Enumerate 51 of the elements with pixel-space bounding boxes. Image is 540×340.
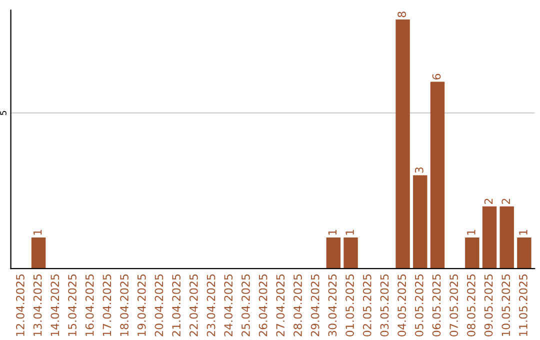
x-tick-label: 10.05.2025 xyxy=(502,274,510,336)
x-tick-label: 21.04.2025 xyxy=(172,274,181,336)
data-label: 1 xyxy=(34,230,42,235)
x-tick-label: 17.04.2025 xyxy=(102,274,112,336)
x-tick-label: 04.05.2025 xyxy=(398,274,406,336)
x-tick-label: 09.05.2025 xyxy=(484,274,493,336)
x-tick-label: 26.04.2025 xyxy=(258,274,268,336)
x-tick-label: 25.04.2025 xyxy=(242,274,250,336)
bar xyxy=(465,237,480,269)
x-tick-label: 24.04.2025 xyxy=(224,274,233,336)
bar xyxy=(413,175,428,269)
bar xyxy=(344,237,358,269)
x-tick-label: 20.04.2025 xyxy=(154,274,164,336)
bar xyxy=(482,206,497,269)
x-tick-label: 11.05.2025 xyxy=(519,274,528,336)
x-tick-label: 12.04.2025 xyxy=(16,274,24,336)
x-tick-label: 19.04.2025 xyxy=(137,274,146,336)
x-tick-label: 18.04.2025 xyxy=(120,274,128,336)
x-tick-label: 15.04.2025 xyxy=(68,274,76,336)
data-label: 2 xyxy=(502,198,510,204)
data-label: 1 xyxy=(519,230,528,235)
x-tick-label: 14.04.2025 xyxy=(50,274,60,336)
data-label: 1 xyxy=(467,230,476,235)
x-tick-label: 16.04.2025 xyxy=(85,274,94,336)
x-tick-label: 30.04.2025 xyxy=(328,274,337,336)
x-tick-label: 01.05.2025 xyxy=(346,274,354,336)
data-label: 3 xyxy=(414,167,424,173)
bar xyxy=(31,237,46,269)
x-tick-label: 06.05.2025 xyxy=(432,274,441,336)
bar xyxy=(517,237,532,269)
data-label: 8 xyxy=(398,12,406,18)
bar xyxy=(326,237,341,269)
bar xyxy=(430,82,445,269)
y-tick-label: 5 xyxy=(0,111,6,115)
data-label: 1 xyxy=(346,230,354,235)
x-tick-label: 29.04.2025 xyxy=(310,274,320,336)
data-label: 6 xyxy=(432,74,441,80)
x-tick-label: 28.04.2025 xyxy=(294,274,302,336)
x-tick-label: 05.05.2025 xyxy=(414,274,424,336)
x-tick-label: 22.04.2025 xyxy=(189,274,198,336)
x-tick-label: 02.05.2025 xyxy=(362,274,372,336)
data-label: 2 xyxy=(484,198,493,204)
x-tick-label: 23.04.2025 xyxy=(206,274,216,336)
data-label: 1 xyxy=(328,230,336,235)
x-tick-label: 27.04.2025 xyxy=(276,274,285,336)
x-tick-label: 08.05.2025 xyxy=(466,274,476,336)
bar xyxy=(396,20,410,269)
x-tick-label: 07.05.2025 xyxy=(450,274,458,336)
bar xyxy=(500,206,514,269)
x-tick-label: 03.05.2025 xyxy=(380,274,389,336)
x-tick-label: 13.04.2025 xyxy=(33,274,42,336)
